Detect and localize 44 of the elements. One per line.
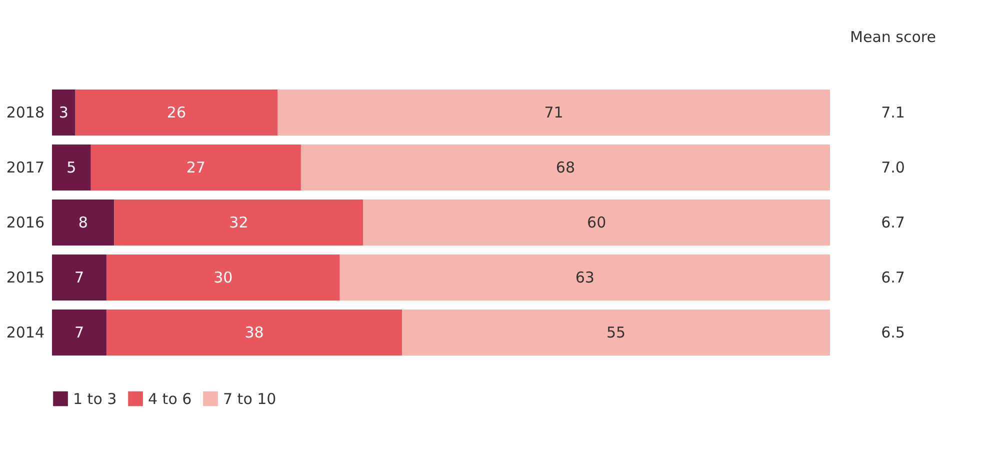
bar: [52, 144, 91, 190]
bar: [114, 200, 364, 246]
data-label: 71: [544, 104, 564, 122]
data-label: 60: [587, 214, 606, 232]
data-label: 32: [229, 214, 248, 232]
bar: [52, 310, 106, 356]
data-label: 68: [556, 158, 576, 176]
bar: [90, 144, 301, 190]
data-label: 5: [66, 158, 76, 176]
bar: [52, 200, 114, 246]
text: Mean score: [850, 28, 936, 46]
y-tick-label: 2015: [6, 268, 44, 286]
y-tick-label: 2014: [6, 324, 44, 342]
data-label: 8: [78, 214, 88, 232]
bar: [363, 200, 830, 246]
legend-label: 1 to 3: [73, 390, 117, 408]
legend-label: 7 to 10: [223, 390, 276, 408]
data-label: 27: [186, 158, 206, 176]
data-label: 63: [575, 268, 594, 286]
data-label: 3: [58, 104, 68, 122]
data-label: 30: [214, 268, 233, 286]
y-tick-label: 2016: [6, 214, 44, 232]
bar: [340, 254, 830, 300]
bar: [278, 90, 830, 136]
data-label: 26: [166, 104, 186, 122]
bar: [402, 310, 830, 356]
bar: [52, 254, 106, 300]
data-label: 55: [606, 324, 626, 342]
text: 7.0: [881, 158, 905, 176]
data-label: 38: [244, 324, 264, 342]
text: 7.1: [881, 104, 905, 122]
bar: [75, 90, 278, 136]
data-label: 7: [74, 268, 84, 286]
bar: [106, 310, 402, 356]
legend-label: 4 to 6: [148, 390, 192, 408]
y-tick-label: 2018: [6, 104, 44, 122]
text: 6.7: [881, 214, 905, 232]
text: 6.7: [881, 268, 905, 286]
bar: [52, 90, 76, 136]
text: 6.5: [881, 324, 905, 342]
bar: [300, 144, 830, 190]
y-tick-label: 2017: [6, 158, 44, 176]
bar: [106, 254, 340, 300]
data-label: 7: [74, 324, 84, 342]
